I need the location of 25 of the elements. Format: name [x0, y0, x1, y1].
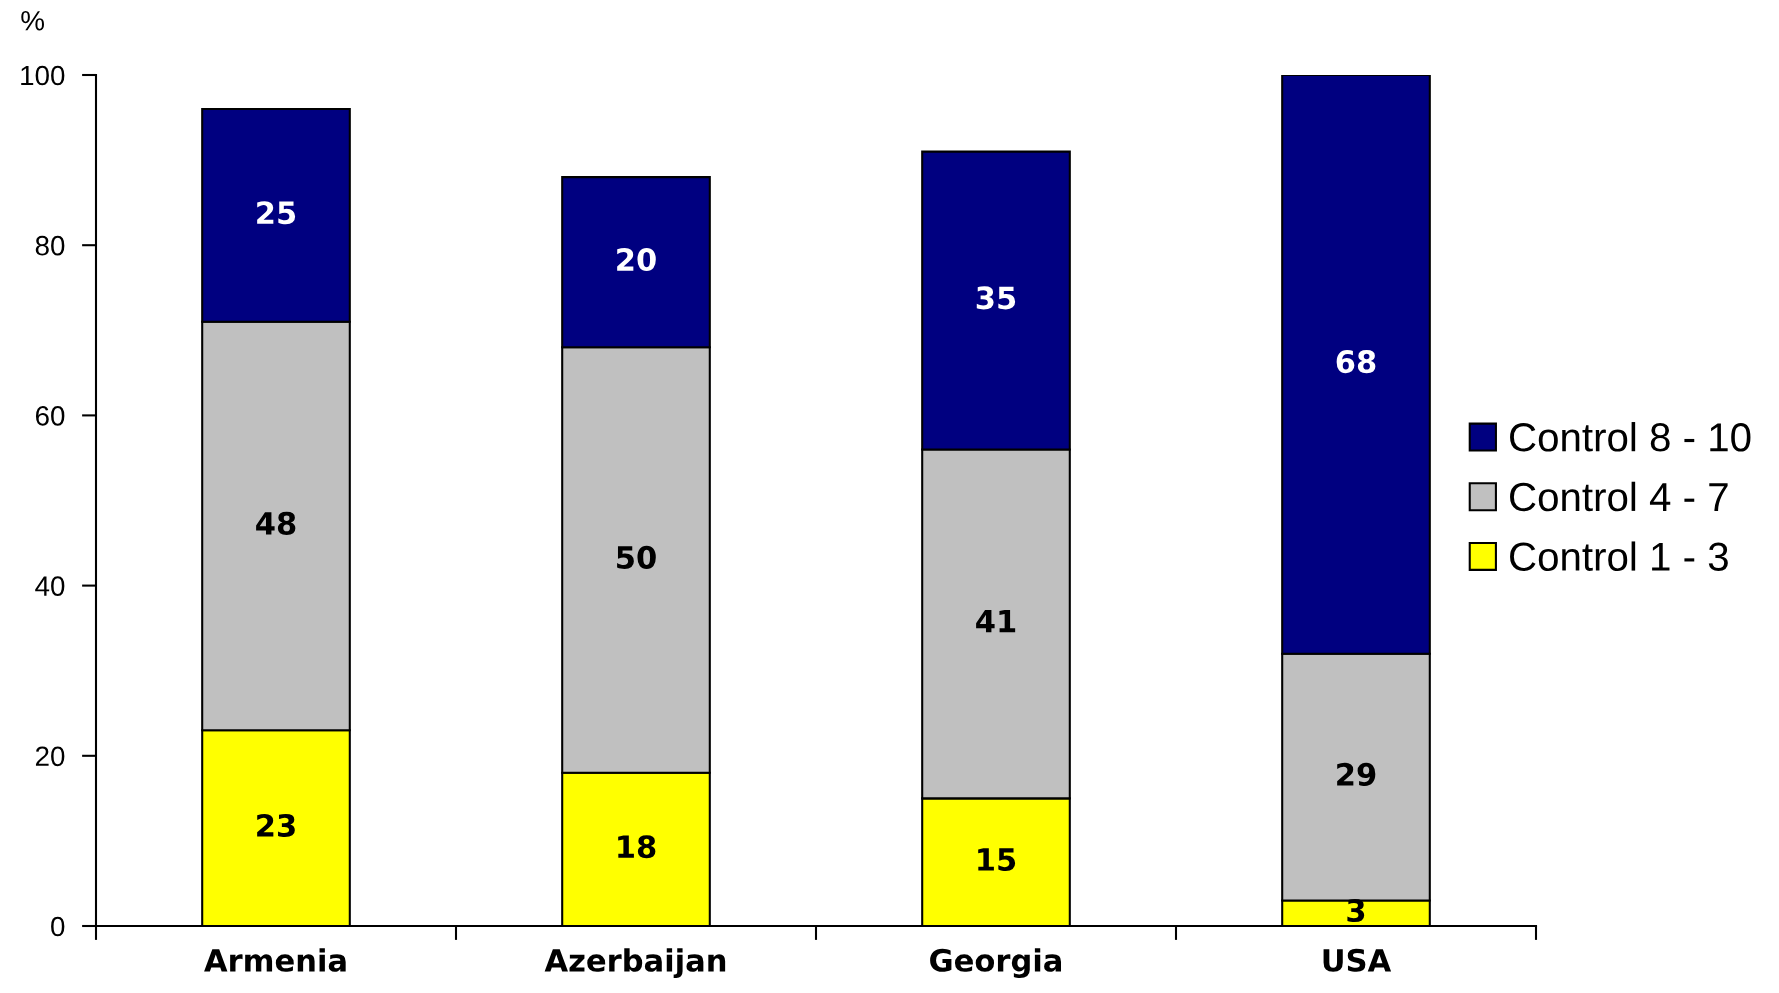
x-tick-label: Armenia	[204, 948, 346, 972]
data-label: 23	[257, 813, 295, 837]
y-tick-label: 0	[51, 916, 65, 937]
y-axis-title: %	[21, 11, 44, 31]
data-label: 29	[1337, 762, 1376, 786]
legend-label: Control 1 - 3	[1510, 541, 1728, 572]
x-tick-label: Georgia	[930, 948, 1062, 979]
data-label: 41	[976, 610, 1016, 633]
y-tick-label: 40	[35, 576, 65, 596]
data-label: 15	[978, 848, 1016, 872]
x-tick-label: Azerbaijan	[544, 948, 726, 979]
y-tick-label: 60	[35, 406, 65, 426]
data-label: 50	[617, 545, 656, 569]
y-tick-label: 20	[35, 746, 65, 767]
legend-label: Control 4 - 7	[1510, 481, 1728, 512]
y-tick-label: 100	[21, 65, 65, 86]
data-label: 48	[256, 511, 296, 535]
data-label: 18	[618, 835, 656, 859]
data-label: 20	[617, 247, 656, 272]
y-tick-label: 80	[35, 235, 65, 256]
data-label: 68	[1336, 350, 1376, 374]
x-tick-label: USA	[1323, 948, 1392, 972]
data-label: 25	[257, 201, 296, 225]
legend-label: Control 8 - 10	[1510, 422, 1751, 452]
data-label: 35	[976, 286, 1016, 310]
